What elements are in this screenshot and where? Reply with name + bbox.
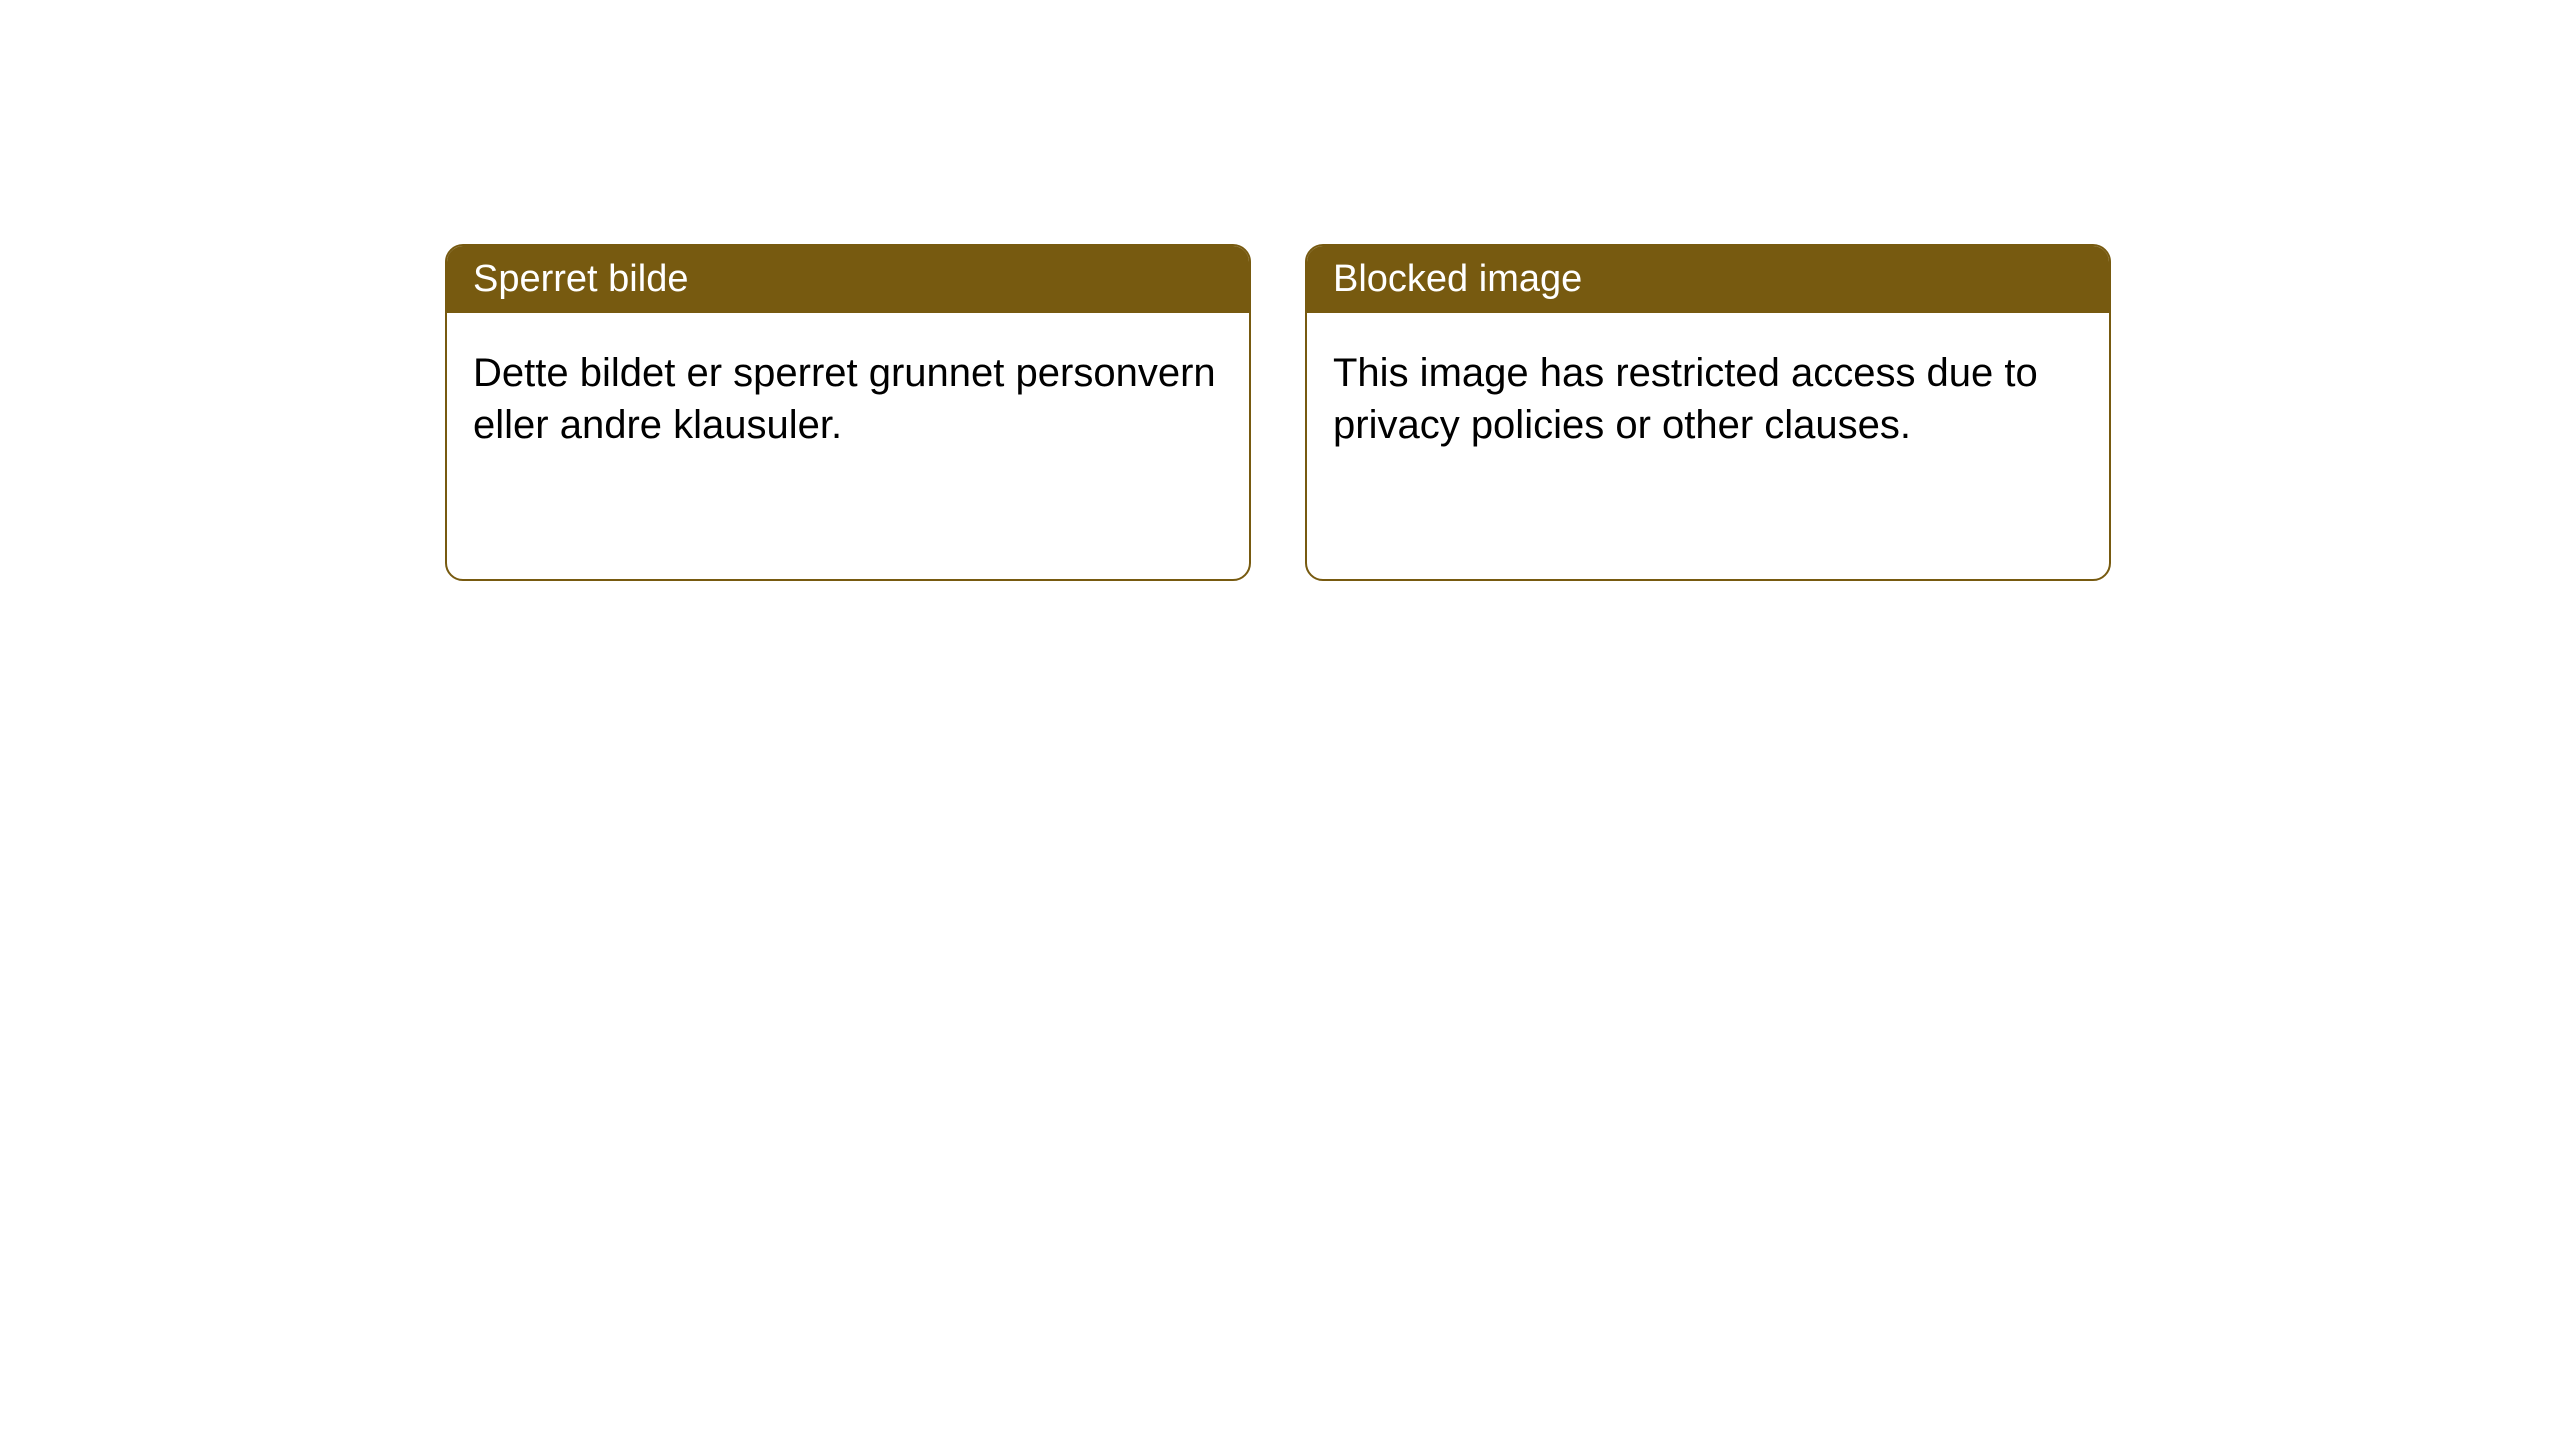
card-title: Sperret bilde	[473, 258, 688, 300]
card-body: Dette bildet er sperret grunnet personve…	[447, 313, 1249, 485]
notice-container: Sperret bilde Dette bildet er sperret gr…	[0, 0, 2560, 581]
card-title: Blocked image	[1333, 258, 1582, 300]
notice-card-norwegian: Sperret bilde Dette bildet er sperret gr…	[445, 244, 1251, 581]
notice-card-english: Blocked image This image has restricted …	[1305, 244, 2111, 581]
card-message: Dette bildet er sperret grunnet personve…	[473, 351, 1216, 447]
card-message: This image has restricted access due to …	[1333, 351, 2038, 447]
card-header: Sperret bilde	[447, 246, 1249, 313]
card-header: Blocked image	[1307, 246, 2109, 313]
card-body: This image has restricted access due to …	[1307, 313, 2109, 485]
